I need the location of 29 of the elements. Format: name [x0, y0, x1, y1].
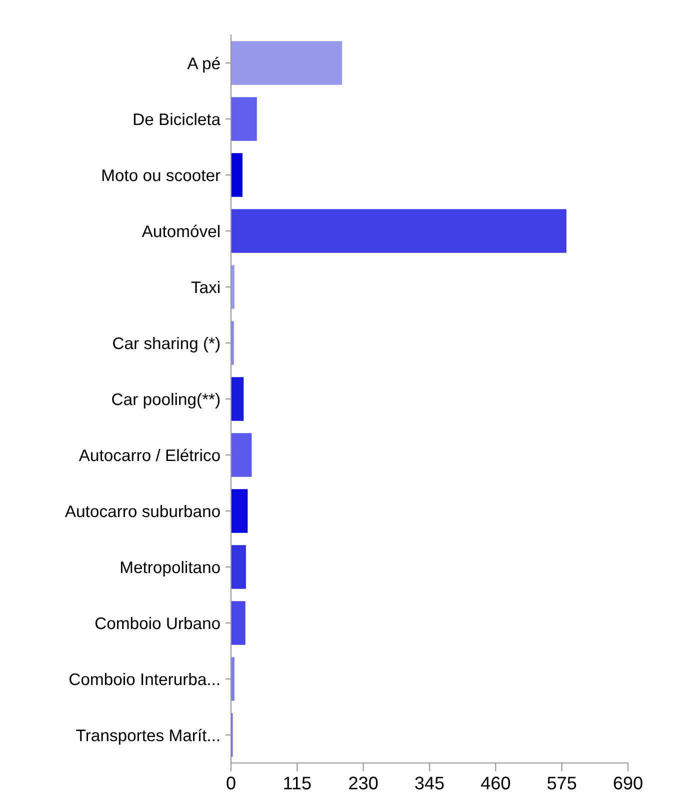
- y-tick-label: Transportes Marít...: [76, 728, 220, 745]
- y-tick-label: A pé: [187, 56, 220, 73]
- y-tick-label: Metropolitano: [120, 560, 220, 576]
- x-tick-label: 230: [349, 776, 378, 790]
- x-tick-label: 345: [415, 776, 444, 790]
- y-tick-label: Taxi: [191, 280, 220, 294]
- bar: [231, 489, 248, 533]
- y-tick-label: Car pooling(**): [112, 392, 220, 408]
- y-tick-label: De Bicicleta: [134, 112, 221, 126]
- bar: [231, 97, 257, 141]
- y-tick-label: Autocarro suburbano: [64, 504, 220, 518]
- bar: [231, 433, 252, 477]
- y-tick-label: Autocarro / Elétrico: [78, 448, 220, 462]
- bar: [231, 41, 342, 85]
- x-tick-label: 460: [481, 776, 510, 790]
- x-tick-label: 690: [614, 776, 642, 790]
- bar: [231, 209, 566, 253]
- bar: [231, 545, 246, 589]
- x-tick-label: 575: [547, 776, 576, 790]
- y-tick-label: Comboio Interurba...: [70, 672, 220, 686]
- bar: [231, 153, 243, 197]
- bar: [231, 601, 246, 645]
- y-tick-label: Moto ou scooter: [102, 170, 220, 182]
- y-tick-label: Car sharing (*): [113, 336, 220, 352]
- y-tick-label: Comboio Urbano: [95, 616, 220, 630]
- bar: [231, 377, 244, 421]
- y-tick-label: Automóvel: [142, 224, 220, 238]
- x-tick-label: 0: [226, 776, 236, 790]
- x-tick-label: 115: [284, 776, 311, 790]
